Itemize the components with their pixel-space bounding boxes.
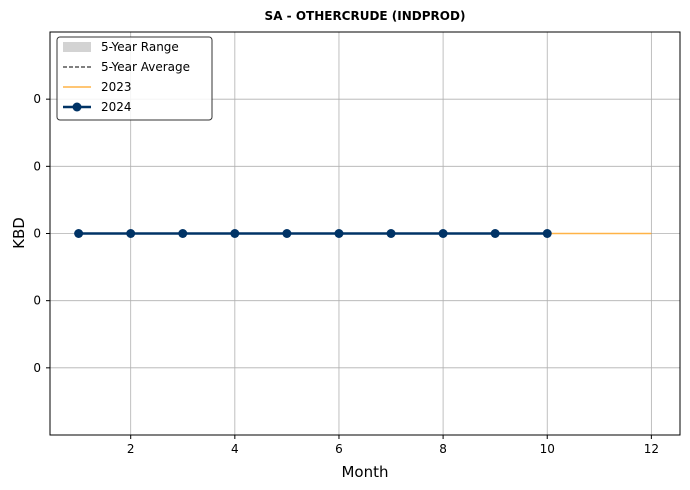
series-2024-point xyxy=(74,229,84,238)
x-tick-label: 8 xyxy=(439,442,447,456)
y-tick-label: 0 xyxy=(33,361,41,375)
x-tick-label: 10 xyxy=(540,442,555,456)
legend-label-range: 5-Year Range xyxy=(101,40,179,54)
x-ticks: 2 4 6 8 10 12 xyxy=(127,435,659,456)
legend-box xyxy=(56,36,213,121)
series-layer xyxy=(74,229,652,238)
y-tick-label: 0 xyxy=(33,159,41,173)
y-tick-label: 0 xyxy=(33,92,41,106)
legend-label-2023: 2023 xyxy=(101,80,132,94)
series-2024-point xyxy=(438,229,448,238)
x-tick-label: 2 xyxy=(127,442,135,456)
y-ticks: 0 0 0 0 0 xyxy=(33,92,50,375)
series-2024-point xyxy=(386,229,396,238)
series-2024-point xyxy=(542,229,552,238)
x-tick-label: 4 xyxy=(231,442,239,456)
legend: 5-Year Range 5-Year Average 2023 2024 xyxy=(56,36,213,121)
x-tick-label: 12 xyxy=(644,442,659,456)
x-tick-label: 6 xyxy=(335,442,343,456)
series-2024-point xyxy=(178,229,188,238)
y-tick-label: 0 xyxy=(33,294,41,308)
series-2024-point xyxy=(230,229,240,238)
chart-title: SA - OTHERCRUDE (INDPROD) xyxy=(265,9,466,23)
x-axis-label: Month xyxy=(341,463,388,481)
legend-label-average: 5-Year Average xyxy=(101,60,190,74)
legend-label-2024: 2024 xyxy=(101,100,132,114)
y-axis-label: KBD xyxy=(10,217,28,249)
series-2024-point xyxy=(490,229,500,238)
y-tick-label: 0 xyxy=(33,227,41,241)
legend-swatch-range xyxy=(63,42,91,52)
series-2024-point xyxy=(334,229,344,238)
legend-swatch-2024-marker xyxy=(72,102,82,112)
series-2024-point xyxy=(282,229,292,238)
series-2024-point xyxy=(126,229,136,238)
